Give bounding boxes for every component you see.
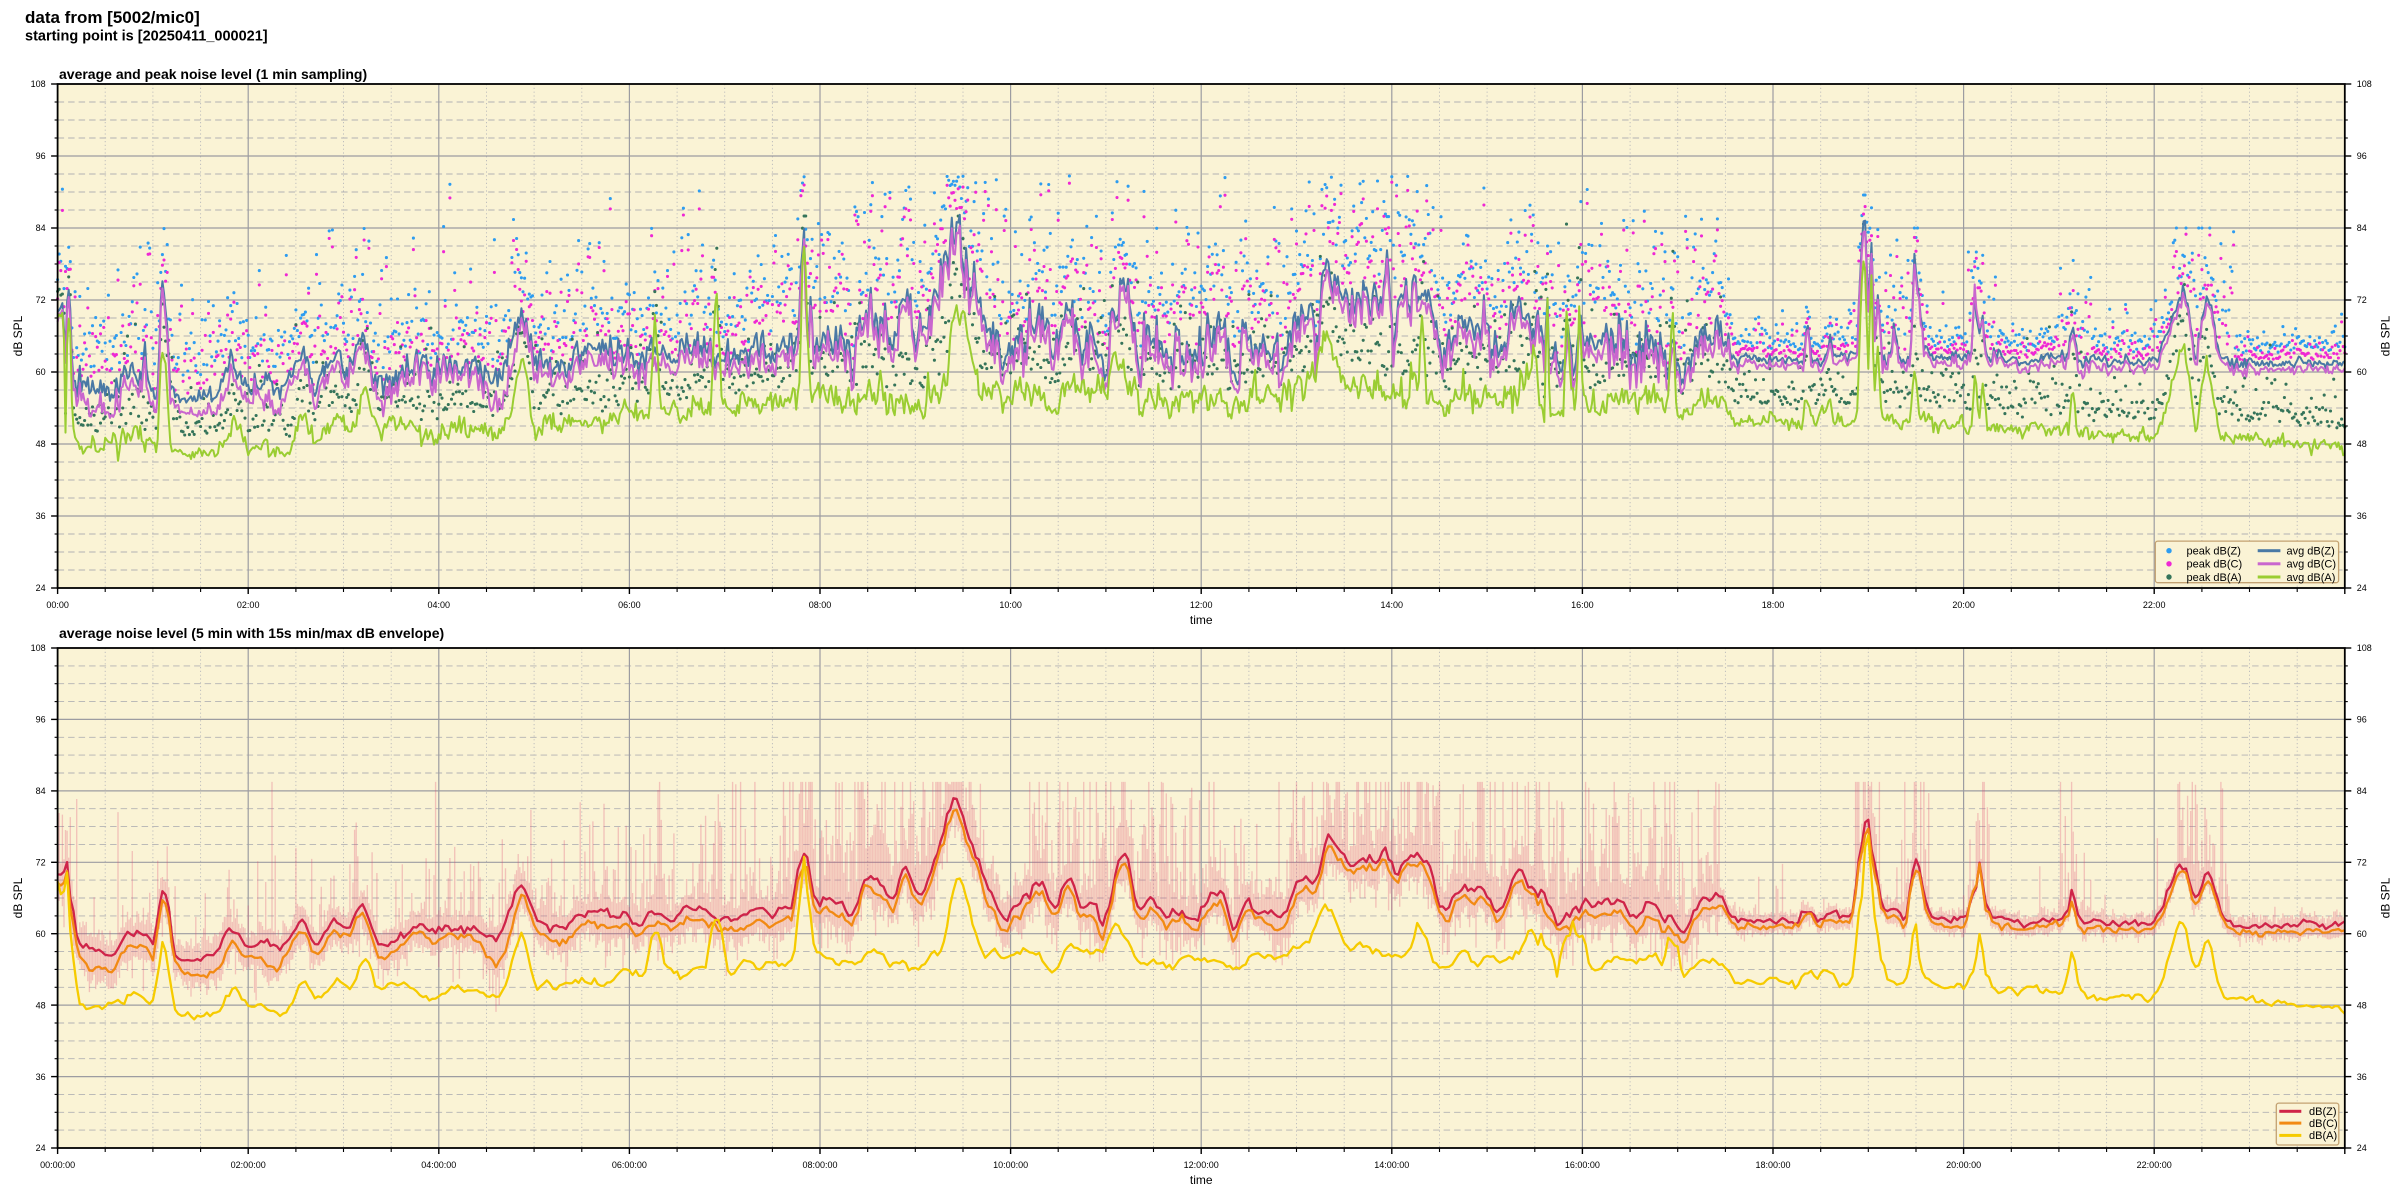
svg-text:24: 24 (2357, 1143, 2367, 1153)
svg-text:96: 96 (2357, 715, 2367, 725)
svg-text:108: 108 (2357, 643, 2372, 653)
svg-text:10:00:00: 10:00:00 (993, 1160, 1028, 1170)
svg-text:dB SPL: dB SPL (2379, 315, 2393, 356)
svg-text:96: 96 (36, 151, 46, 161)
svg-text:16:00:00: 16:00:00 (1565, 1160, 1600, 1170)
svg-text:60: 60 (36, 367, 46, 377)
svg-text:00:00:00: 00:00:00 (40, 1160, 75, 1170)
svg-text:04:00:00: 04:00:00 (421, 1160, 456, 1170)
svg-text:time: time (1190, 1173, 1213, 1187)
svg-text:20:00: 20:00 (1952, 600, 1975, 610)
svg-text:peak dB(C): peak dB(C) (2187, 559, 2243, 571)
svg-text:avg dB(A): avg dB(A) (2287, 572, 2336, 584)
svg-text:dB(A): dB(A) (2309, 1130, 2337, 1142)
svg-text:24: 24 (2357, 583, 2367, 593)
svg-text:dB SPL: dB SPL (11, 315, 25, 356)
svg-text:48: 48 (2357, 1000, 2367, 1010)
svg-text:starting point is [20250411_00: starting point is [20250411_000021] (25, 29, 268, 45)
svg-text:peak dB(A): peak dB(A) (2187, 572, 2242, 584)
svg-text:60: 60 (36, 929, 46, 939)
svg-text:108: 108 (31, 643, 46, 653)
svg-text:06:00: 06:00 (618, 600, 641, 610)
svg-text:36: 36 (36, 1072, 46, 1082)
svg-text:00:00: 00:00 (46, 600, 69, 610)
svg-text:08:00:00: 08:00:00 (802, 1160, 837, 1170)
svg-text:02:00: 02:00 (237, 600, 260, 610)
svg-text:18:00:00: 18:00:00 (1755, 1160, 1790, 1170)
svg-text:16:00: 16:00 (1571, 600, 1594, 610)
svg-text:10:00: 10:00 (999, 600, 1022, 610)
svg-text:72: 72 (2357, 858, 2367, 868)
svg-text:avg dB(Z): avg dB(Z) (2287, 546, 2335, 558)
svg-text:48: 48 (2357, 439, 2367, 449)
svg-text:22:00:00: 22:00:00 (2137, 1160, 2172, 1170)
svg-text:dB SPL: dB SPL (2379, 877, 2393, 918)
svg-text:06:00:00: 06:00:00 (612, 1160, 647, 1170)
svg-text:18:00: 18:00 (1762, 600, 1785, 610)
svg-text:14:00:00: 14:00:00 (1374, 1160, 1409, 1170)
svg-text:84: 84 (2357, 786, 2367, 796)
svg-text:84: 84 (36, 786, 46, 796)
svg-text:60: 60 (2357, 367, 2367, 377)
svg-text:84: 84 (2357, 223, 2367, 233)
svg-text:dB(C): dB(C) (2309, 1118, 2338, 1130)
svg-text:data from [5002/mic0]: data from [5002/mic0] (25, 8, 200, 27)
svg-text:72: 72 (36, 295, 46, 305)
svg-text:84: 84 (36, 223, 46, 233)
svg-text:22:00: 22:00 (2143, 600, 2166, 610)
svg-text:108: 108 (2357, 79, 2372, 89)
svg-text:96: 96 (2357, 151, 2367, 161)
svg-text:72: 72 (2357, 295, 2367, 305)
svg-text:36: 36 (2357, 511, 2367, 521)
svg-text:time: time (1190, 613, 1213, 627)
svg-text:dB SPL: dB SPL (11, 877, 25, 918)
svg-text:24: 24 (36, 1143, 46, 1153)
svg-text:108: 108 (31, 79, 46, 89)
svg-text:12:00: 12:00 (1190, 600, 1213, 610)
svg-text:96: 96 (36, 715, 46, 725)
svg-text:peak dB(Z): peak dB(Z) (2187, 546, 2241, 558)
svg-text:dB(Z): dB(Z) (2309, 1106, 2337, 1118)
svg-text:12:00:00: 12:00:00 (1184, 1160, 1219, 1170)
svg-text:48: 48 (36, 1000, 46, 1010)
svg-text:08:00: 08:00 (809, 600, 832, 610)
svg-text:20:00:00: 20:00:00 (1946, 1160, 1981, 1170)
svg-text:24: 24 (36, 583, 46, 593)
svg-text:avg dB(C): avg dB(C) (2287, 559, 2337, 571)
svg-text:average and peak noise level (: average and peak noise level (1 min samp… (59, 66, 367, 82)
svg-text:14:00: 14:00 (1381, 600, 1404, 610)
svg-text:36: 36 (2357, 1072, 2367, 1082)
svg-text:04:00: 04:00 (428, 600, 451, 610)
svg-text:60: 60 (2357, 929, 2367, 939)
svg-text:02:00:00: 02:00:00 (231, 1160, 266, 1170)
svg-text:72: 72 (36, 858, 46, 868)
svg-text:48: 48 (36, 439, 46, 449)
svg-text:average noise level (5 min wit: average noise level (5 min with 15s min/… (59, 625, 444, 641)
svg-text:36: 36 (36, 511, 46, 521)
